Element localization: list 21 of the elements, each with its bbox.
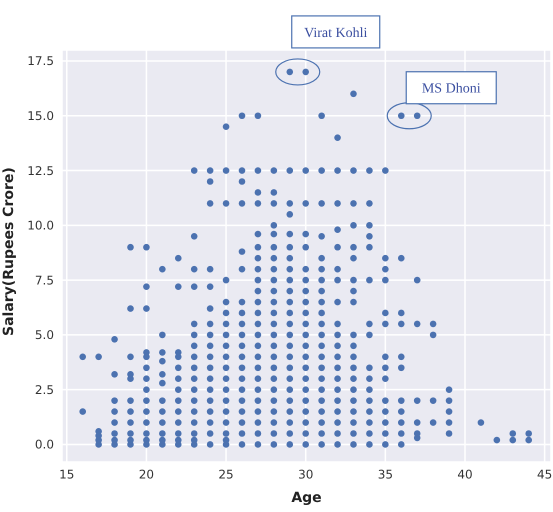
y-tick-label: 0.0 <box>34 438 54 452</box>
x-tick-label: 40 <box>457 468 473 482</box>
x-tick-label: 20 <box>138 468 154 482</box>
x-tick-label: 35 <box>378 468 393 482</box>
x-tick-label: 15 <box>59 468 74 482</box>
y-tick-label: 10.0 <box>27 218 54 233</box>
y-tick-label: 15.0 <box>27 109 54 124</box>
callout: MS Dhoni <box>386 71 497 130</box>
x-tick-label: 25 <box>218 468 234 482</box>
y-tick-label: 17.5 <box>27 54 54 68</box>
y-axis-title: Salary(Rupees Crore) <box>0 167 17 336</box>
callout: Virat Kohli <box>275 15 380 86</box>
annotation: MS Dhoni <box>422 82 481 97</box>
y-tick-label: 12.5 <box>27 164 54 178</box>
y-tick-label: 5.0 <box>34 328 54 342</box>
y-tick-label: 2.5 <box>34 382 54 397</box>
x-tick-label: 45 <box>536 468 552 482</box>
annotation: Virat Kohli <box>304 26 368 41</box>
y-tick-label: 7.5 <box>34 273 54 288</box>
x-axis-title: Age <box>291 490 322 506</box>
x-tick-label: 30 <box>298 468 314 482</box>
